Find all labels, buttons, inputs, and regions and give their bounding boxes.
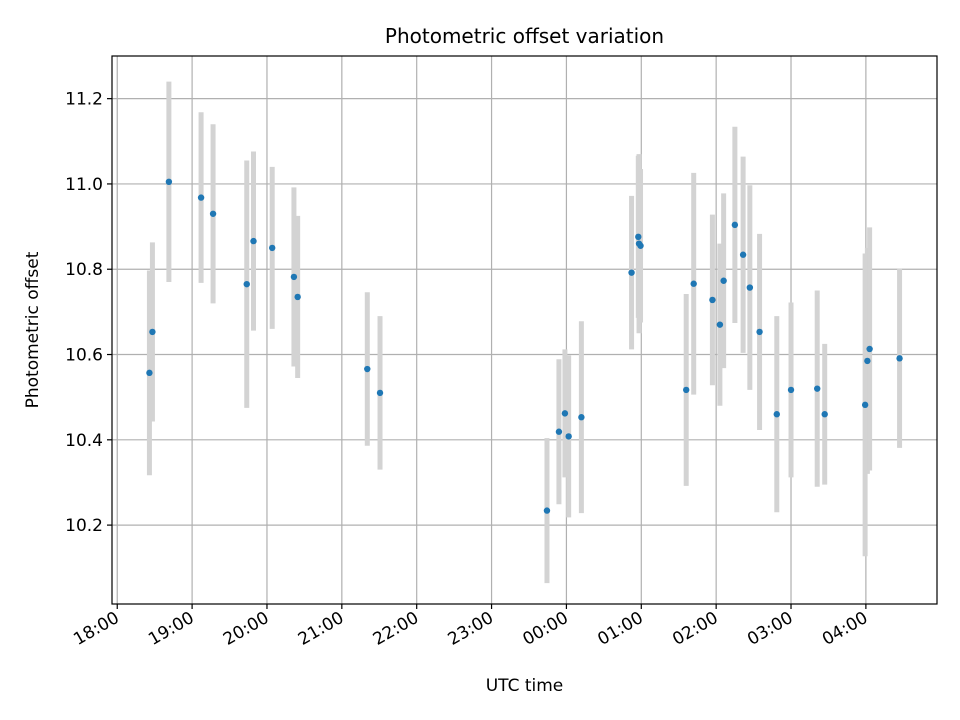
x-tick-label: 22:00	[370, 608, 422, 650]
chart-title: Photometric offset variation	[385, 24, 664, 48]
data-point	[209, 210, 217, 217]
x-tick-label: 01:00	[594, 608, 646, 650]
data-point	[814, 385, 821, 392]
data-point	[364, 365, 371, 373]
data-point	[637, 242, 644, 249]
data-point	[756, 328, 763, 336]
data-point	[635, 233, 642, 241]
data-point	[250, 237, 257, 245]
plot-area-frame	[111, 55, 938, 605]
data-point	[683, 386, 690, 394]
data-point	[716, 321, 724, 328]
data-point	[290, 273, 298, 281]
data-point	[197, 194, 205, 201]
data-point	[294, 293, 301, 301]
x-axis-label: UTC time	[486, 676, 564, 696]
y-tick-label: 10.6	[65, 346, 103, 366]
data-point	[269, 244, 276, 252]
data-point	[720, 277, 727, 284]
data-point	[709, 296, 716, 304]
data-point	[543, 507, 551, 514]
data-point	[561, 410, 569, 417]
data-point	[555, 428, 563, 435]
x-tick-label: 03:00	[744, 608, 796, 650]
data-point	[739, 251, 747, 258]
data-point	[690, 280, 697, 287]
y-tick-label: 10.8	[65, 260, 103, 280]
y-tick-label: 11.2	[65, 90, 103, 110]
x-tick-label: 20:00	[220, 608, 272, 650]
data-point	[565, 433, 572, 440]
y-axis-label: Photometric offset	[23, 251, 43, 408]
error-bars	[146, 81, 903, 584]
data-point	[149, 328, 156, 336]
data-point	[787, 386, 795, 394]
y-tick-label: 11.0	[65, 175, 103, 195]
data-point	[376, 389, 384, 397]
data-point	[165, 178, 173, 186]
data-point	[773, 411, 780, 418]
data-point	[578, 414, 585, 421]
data-point	[628, 269, 635, 276]
data-point	[861, 401, 869, 409]
data-point	[243, 280, 250, 288]
x-axis: 18:00 19:00 20:00 21:00 22:00 23:00 00:00 01:00…	[70, 604, 871, 650]
data-point	[746, 284, 754, 291]
y-tick-label: 10.4	[65, 431, 103, 451]
x-tick-label: 19:00	[145, 608, 197, 650]
x-tick-label: 23:00	[445, 608, 497, 650]
y-tick-label: 10.2	[65, 516, 103, 536]
x-tick-label: 00:00	[519, 608, 571, 650]
grid	[112, 56, 937, 604]
data-point	[896, 355, 903, 362]
x-tick-label: 21:00	[295, 608, 347, 650]
data-point	[866, 345, 873, 353]
x-tick-label: 02:00	[669, 608, 721, 650]
data-point	[731, 221, 739, 229]
data-point	[146, 369, 153, 377]
data-point	[864, 357, 871, 365]
x-tick-label: 18:00	[70, 608, 122, 650]
data-point	[821, 411, 828, 418]
y-axis: 10.2 10.4 10.6 10.8 11.0 11.2	[65, 90, 112, 536]
data-points	[146, 178, 903, 514]
x-tick-label: 04:00	[819, 608, 871, 650]
